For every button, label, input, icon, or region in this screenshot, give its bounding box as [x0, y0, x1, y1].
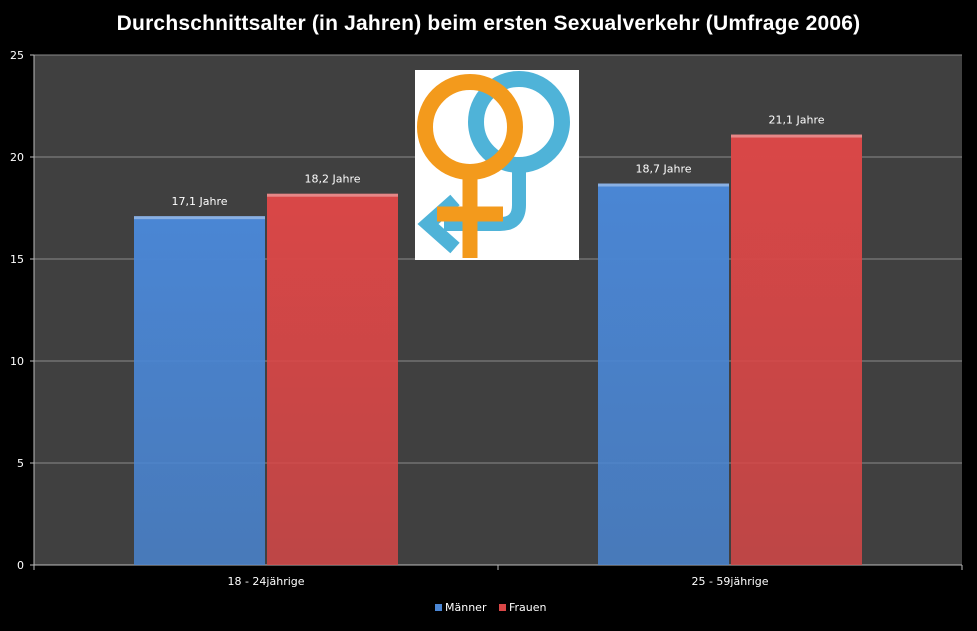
x-tick-label: 25 - 59jährige — [691, 575, 768, 588]
bar-top-highlight — [267, 193, 398, 197]
data-labels: 17,1 Jahre 18,2 Jahre 18,7 Jahre 21,1 Jahre — [172, 114, 825, 209]
legend-swatch — [435, 604, 442, 611]
bars — [134, 134, 862, 565]
bar-top-highlight — [598, 183, 729, 187]
bar — [267, 193, 398, 565]
x-axis: 18 - 24jährige 25 - 59jährige — [33, 564, 963, 588]
bar — [598, 183, 729, 565]
data-label: 18,7 Jahre — [636, 163, 692, 176]
data-label: 17,1 Jahre — [172, 195, 228, 208]
bar-top-highlight — [134, 216, 265, 220]
x-tick-label: 18 - 24jährige — [227, 575, 304, 588]
data-label: 18,2 Jahre — [305, 173, 361, 186]
legend-label: Frauen — [509, 601, 547, 614]
bar — [731, 134, 862, 565]
y-tick-label: 5 — [17, 457, 24, 470]
bar — [134, 216, 265, 565]
y-tick-label: 20 — [10, 151, 24, 164]
gender-symbols-icon — [415, 70, 579, 260]
data-label: 21,1 Jahre — [769, 114, 825, 127]
legend-label: Männer — [445, 601, 487, 614]
y-tick-label: 15 — [10, 253, 24, 266]
y-tick-label: 25 — [10, 49, 24, 62]
y-tick-label: 10 — [10, 355, 24, 368]
bar-top-highlight — [731, 134, 862, 138]
y-axis: 0 5 10 15 20 25 — [10, 49, 35, 572]
legend-swatch — [499, 604, 506, 611]
chart-title: Durchschnittsalter (in Jahren) beim erst… — [116, 12, 861, 35]
y-tick-label: 0 — [17, 559, 24, 572]
legend: Männer Frauen — [435, 601, 547, 614]
